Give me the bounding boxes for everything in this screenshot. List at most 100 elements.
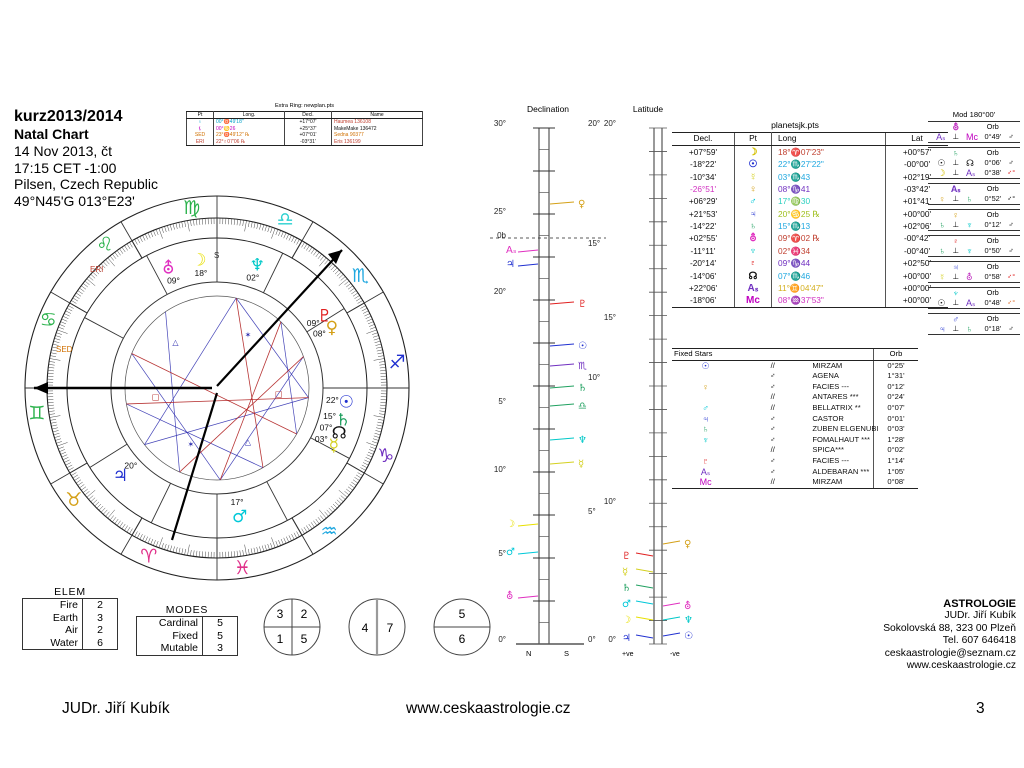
aspect-lines: ✶ □ △ ✶ □ △ bbox=[126, 297, 309, 481]
mode-label: Cardinal bbox=[158, 617, 198, 629]
saturn-glyph: ♄ bbox=[966, 194, 973, 204]
north-node-degree: 07° bbox=[320, 423, 333, 433]
planet-latitude: +01°41' bbox=[885, 195, 948, 209]
element-value: 2 bbox=[82, 598, 118, 612]
astrologer-credit: ASTROLOGIE JUDr. Jiří Kubík Sokolovská 88… bbox=[760, 598, 1016, 672]
planet-latitude: +00°00' bbox=[885, 208, 948, 221]
aspect-orb: 0°18' bbox=[984, 324, 1002, 333]
aspect-symbol: // bbox=[739, 477, 807, 489]
planet-longitude: 03°♏43 bbox=[778, 171, 811, 182]
planet-longitude: 09°♈02 ℞ bbox=[778, 233, 820, 244]
spacer bbox=[1002, 184, 1020, 195]
uranus-glyph: ⛢ bbox=[952, 122, 960, 132]
aspect-symbol: // bbox=[770, 392, 775, 402]
mod180-panel: Mod 180°00' ⛢ Orb Aₛ ⊥ Mᴄ 0°49' ♂ ♄ Orb ☉ ⊥ ☊ 0°06' ♂… bbox=[928, 110, 1020, 339]
planet-row: +22°06' Aₛ 11°♊04'47" +00°00' bbox=[672, 282, 948, 295]
hemisphere-svg: 3 2 1 5 4 7 5 6 bbox=[263, 598, 491, 656]
element-value: 2 bbox=[82, 624, 118, 637]
mars-glyph: ♂ bbox=[232, 507, 247, 527]
quadrant-value-bl: 1 bbox=[277, 632, 284, 646]
eris-glyph: ERI bbox=[186, 138, 214, 146]
ascendant-glyph: Aₛ bbox=[936, 132, 946, 142]
aspect-row: ☿ ⊥ ⛢ 0°58' ♂° bbox=[928, 272, 1020, 283]
decl-south-label: S bbox=[564, 649, 569, 658]
aspect-symbol: ♂ bbox=[769, 466, 776, 476]
aspect-box-header: ♄ Orb bbox=[928, 148, 1020, 159]
aspect-marker: ♂ bbox=[1008, 158, 1014, 167]
planet-declination: -26°51' bbox=[689, 183, 717, 194]
fixed-star-name: BELLATRIX ** bbox=[812, 402, 861, 412]
ascendant-glyph: Aₛ bbox=[700, 466, 711, 477]
quadrant-value-tr: 2 bbox=[301, 607, 308, 621]
jupiter-glyph: ♃ bbox=[702, 413, 709, 424]
aspect-marker: ✶ bbox=[245, 330, 252, 339]
wheel-axis-label: ERI bbox=[90, 265, 103, 274]
declination-axis: 30° 25° 0b 20° 5° 10° 5° 0° 20° 15° 10° 5° 0° ♀ ♇ ☉ ♏ ♄ ♎ ♆… bbox=[490, 119, 606, 658]
mc-point-decl-marker: ♏ bbox=[578, 361, 587, 372]
credit-line: ceskaastrologie@seznam.cz bbox=[884, 647, 1016, 659]
jupiter-glyph: ♃ bbox=[938, 324, 946, 334]
orb-header: Orb bbox=[986, 262, 999, 271]
orb-header: Orb bbox=[986, 236, 999, 245]
planet-row: +21°53' ♃ 20°♋25 ℞ +00°00' bbox=[672, 208, 948, 221]
quadrant-value-br: 5 bbox=[301, 632, 308, 646]
lat-positive-label: +ve bbox=[622, 651, 634, 658]
natal-wheel-svg: ♈♉♊♋♌♍♎♏♐♑♒♓ ✶□△✶□△ ☽18°⛢09°♆02°♇09° ♀08°… bbox=[24, 195, 410, 581]
chart-time: 17:15 CET -1:00 bbox=[14, 159, 117, 176]
neptune-glyph: ♆ bbox=[734, 245, 772, 258]
mars-decl-marker: ♂ bbox=[506, 547, 515, 558]
planet-glyph-layer: ☽18°⛢09°♆02°♇09° ♀08°☉22°♄15°☊07°☿03°♂17°… bbox=[56, 250, 354, 527]
planet-row: -14°22' ♄ 15°♏13 +02°06' bbox=[672, 220, 948, 233]
venus-lat-marker: ♀ bbox=[684, 539, 691, 550]
aspect-row: ♄ ⊥ ♆ 0°12' ♂ bbox=[928, 220, 1020, 231]
lat-left-tick: 0° bbox=[608, 635, 616, 644]
zodiac-sign-glyphs: ♈ ♉ ♊ ♋ ♌ ♍ ♎ ♏ ♐ ♑ ♒ ♓ bbox=[28, 197, 405, 579]
planet-longitude: 18°♈07'23" bbox=[778, 146, 824, 157]
north-value: 5 bbox=[459, 607, 466, 621]
element-label: Earth bbox=[52, 611, 78, 624]
spacer bbox=[1002, 236, 1020, 247]
uranus-glyph: ⛢ bbox=[966, 272, 973, 282]
decl-left-tick: 5° bbox=[498, 397, 506, 406]
saturn-glyph: ♄ bbox=[952, 148, 960, 158]
decl-left-tick: 25° bbox=[494, 207, 506, 216]
fixed-star-row: // SPICA*** 0°02' bbox=[672, 445, 918, 456]
col-name: Name bbox=[331, 110, 423, 119]
mode-value: 3 bbox=[202, 642, 238, 655]
modes-box: MODES Cardinal 5 Fixed 5 Mutable 3 bbox=[136, 604, 238, 656]
planet-row: +06°29' ♂ 17°♍30 +01°41' bbox=[672, 195, 948, 209]
hemisphere-summary: 3 2 1 5 4 7 5 6 bbox=[262, 596, 492, 658]
extra-ring-table: Extra Ring: newplan.pts Pt Long. Decl. N… bbox=[186, 103, 423, 146]
planet-declination: -18°06' bbox=[672, 294, 735, 309]
spacer bbox=[1002, 262, 1020, 273]
ascendant-glyph: Aₛ bbox=[734, 282, 772, 295]
neptune-glyph: ♆ bbox=[702, 434, 709, 445]
aspect-orb: 0°49' bbox=[984, 132, 1002, 141]
decl-left-tick: 30° bbox=[494, 119, 506, 128]
footer-author: JUDr. Jiří Kubík bbox=[62, 700, 170, 717]
aspect-box: ⛢ Orb Aₛ ⊥ Mᴄ 0°49' ♂ bbox=[928, 121, 1020, 143]
fixed-star-row: Aₛ ♂ ALDEBARAN *** 1°05' bbox=[672, 466, 918, 478]
chart-place: Pilsen, Czech Republic bbox=[14, 176, 158, 192]
aspect-marker: ♂° bbox=[1006, 272, 1016, 281]
mercury-glyph: ☿ bbox=[734, 171, 772, 184]
orb-header: Orb bbox=[986, 122, 999, 131]
gemini-sign-glyph: ♊ bbox=[28, 402, 45, 424]
fixed-star-row: // ANTARES *** 0°24' bbox=[672, 392, 918, 403]
mode-row: Fixed 5 bbox=[137, 629, 238, 642]
planet-declination: +22°06' bbox=[688, 282, 718, 293]
jupiter-glyph: ♃ bbox=[113, 466, 128, 486]
uranus-lat-marker: ⛢ bbox=[684, 600, 691, 612]
decl-left-tick: 0° bbox=[498, 635, 506, 644]
venus-decl-marker: ♀ bbox=[578, 199, 585, 210]
planet-longitude: 20°♋25 ℞ bbox=[778, 208, 820, 219]
fixed-star-name: ALDEBARAN *** bbox=[812, 466, 870, 476]
cancer-sign-glyph: ♋ bbox=[40, 309, 57, 331]
aspect-symbol: ⊥ bbox=[952, 168, 959, 177]
neptune-glyph: ♆ bbox=[250, 255, 265, 275]
planet-declination: +21°53' bbox=[688, 208, 718, 219]
saturn-glyph: ♄ bbox=[938, 246, 946, 256]
aspect-box: ♇ Orb ♄ ⊥ ♆ 0°50' ♂ bbox=[928, 235, 1020, 257]
wheel-axis-label: SED bbox=[56, 345, 73, 354]
aspect-symbol: ♂ bbox=[769, 413, 776, 423]
